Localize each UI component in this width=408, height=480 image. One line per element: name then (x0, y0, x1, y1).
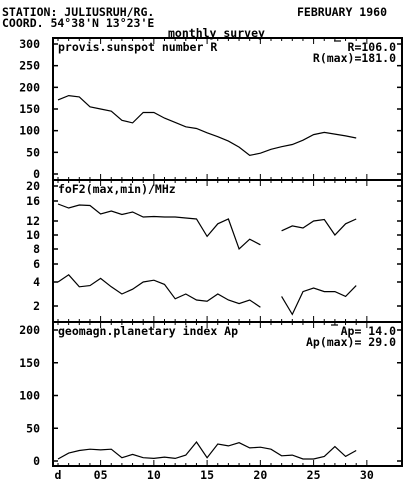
x-tick-label-5: 25 (307, 468, 321, 480)
panel-annotation-2-0: Ap= 14.0 (341, 324, 396, 338)
y-tick-label-2-4: 0 (33, 454, 40, 468)
x-tick-label-2: 10 (147, 468, 161, 480)
station-label: STATION: JULIUSRUH/RG. (2, 5, 155, 19)
panel-annotation-0-1: R(max)=181.0 (313, 51, 396, 65)
y-tick-label-2-3: 50 (26, 421, 40, 435)
panel-title-1: foF2(max,min)/MHz (58, 182, 176, 196)
series-line-2-0 (57, 440, 357, 460)
series-line-0-0 (57, 94, 357, 157)
y-tick-label-1-5: 6 (33, 257, 40, 271)
y-tick-label-2-2: 100 (19, 389, 40, 403)
panel-title-0: provis.sunspot number R (58, 40, 217, 54)
x-tick-label-0: d (55, 468, 62, 480)
y-tick-label-0-1: 250 (19, 59, 40, 73)
panel-frame-2 (52, 321, 403, 467)
y-tick-label-0-4: 100 (19, 124, 40, 138)
y-tick-label-2-0: 200 (19, 323, 40, 337)
y-tick-label-1-0: 20 (26, 179, 40, 193)
y-tick-label-0-0: 300 (19, 37, 40, 51)
y-tick-label-0-6: 0 (33, 167, 40, 181)
y-tick-label-0-5: 50 (26, 145, 40, 159)
y-tick-label-1-7: 2 (33, 299, 40, 313)
y-tick-label-2-1: 150 (19, 356, 40, 370)
panel-frame-1 (52, 179, 403, 323)
x-tick-label-4: 20 (253, 468, 267, 480)
x-tick-label-3: 15 (200, 468, 214, 480)
coord-label: COORD. 54°38'N 13°23'E (2, 16, 155, 30)
y-tick-label-1-6: 4 (33, 275, 40, 289)
series-line-1-0 (57, 203, 357, 251)
panel-annotation-2-1: Ap(max)= 29.0 (306, 335, 396, 349)
month-label: FEBRUARY 1960 (297, 5, 388, 19)
survey-label: monthly survey (168, 26, 265, 40)
series-line-1-1 (57, 274, 357, 316)
y-tick-label-1-1: 16 (26, 194, 40, 208)
y-tick-label-1-4: 8 (33, 242, 40, 256)
y-tick-label-0-3: 150 (19, 102, 40, 116)
x-tick-label-6: 30 (360, 468, 374, 480)
y-tick-label-1-2: 12 (26, 214, 40, 228)
y-tick-label-1-3: 10 (26, 228, 40, 242)
panel-annotation-0-0: R=106.0 (348, 40, 397, 54)
x-tick-label-1: 05 (94, 468, 108, 480)
panel-title-2: geomagn.planetary index Ap (58, 324, 238, 338)
y-tick-label-0-2: 200 (19, 80, 40, 94)
